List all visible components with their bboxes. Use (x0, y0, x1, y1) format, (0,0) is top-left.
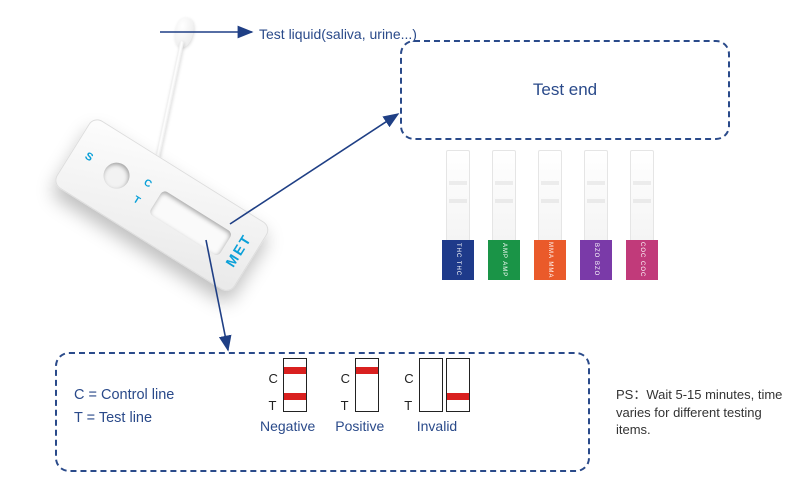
results-row: CTNegativeCTPositiveCTInvalid (260, 358, 470, 434)
result-strip-icon (283, 358, 307, 412)
control-line-legend: C = Control line (74, 384, 174, 407)
test-strips-row: THC THC AMP AMP MMA MMA BZO BZO COC COC (442, 150, 658, 280)
ps-note: PS：Wait 5-15 minutes, time varies for di… (616, 386, 786, 439)
cassette-icon: S C T MET (52, 116, 272, 295)
cassette-t-mark: T (131, 194, 142, 207)
strip-code-label: AMP AMP (501, 243, 507, 277)
test-end-box: Test end (400, 40, 730, 140)
strip-code-label: BZO BZO (593, 243, 599, 276)
result-strip-icon (355, 358, 379, 412)
strip-code-label: MMA MMA (547, 242, 553, 278)
result-strip-icon (419, 358, 443, 412)
result-label: Negative (260, 418, 315, 434)
test-strip: AMP AMP (488, 150, 520, 280)
result-label: Invalid (417, 418, 457, 434)
test-strip: THC THC (442, 150, 474, 280)
result-positive: CT Positive (335, 358, 384, 434)
test-device-illustration: S C T MET (40, 34, 340, 314)
test-end-title: Test end (533, 80, 597, 100)
swab-icon (144, 17, 193, 194)
strip-code-label: COC COC (639, 242, 645, 277)
result-label: Positive (335, 418, 384, 434)
ct-marks: CT (341, 364, 350, 412)
cassette-s-mark: S (83, 150, 96, 164)
test-liquid-label: Test liquid(saliva, urine...) (259, 26, 417, 42)
cassette-c-mark: C (142, 177, 154, 190)
ct-legend: C = Control line T = Test line (74, 384, 174, 430)
ct-marks: CT (268, 364, 277, 412)
test-strip: BZO BZO (580, 150, 612, 280)
cassette-device-name: MET (222, 231, 254, 270)
test-strip: COC COC (626, 150, 658, 280)
strip-code-label: THC THC (455, 243, 461, 276)
result-negative: CT Negative (260, 358, 315, 434)
test-line-legend: T = Test line (74, 407, 174, 430)
ct-marks: CT (404, 364, 413, 412)
result-strip-icon (446, 358, 470, 412)
test-strip: MMA MMA (534, 150, 566, 280)
result-invalid: CTInvalid (404, 358, 469, 434)
